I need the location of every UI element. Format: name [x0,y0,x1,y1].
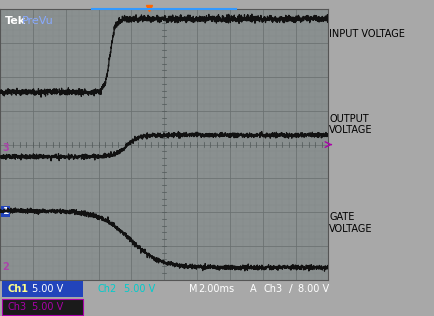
Text: Ch2: Ch2 [98,284,117,295]
Text: Tek: Tek [5,16,26,26]
Text: 5.00 V: 5.00 V [32,284,63,295]
Text: 2: 2 [2,262,9,272]
Text: Ch1: Ch1 [8,284,29,295]
Text: 8.00 V: 8.00 V [297,284,329,295]
FancyBboxPatch shape [2,299,82,314]
Text: 5.00 V: 5.00 V [32,302,63,312]
Text: INPUT VOLTAGE: INPUT VOLTAGE [329,29,404,39]
Text: Ch3: Ch3 [8,302,27,312]
Text: A: A [250,284,256,295]
FancyBboxPatch shape [2,282,82,297]
Text: 1: 1 [2,207,9,216]
Text: 5.00 V: 5.00 V [124,284,155,295]
Text: M: M [189,284,197,295]
Text: 3: 3 [2,143,9,153]
Text: Ch3: Ch3 [263,284,282,295]
Text: ∕: ∕ [289,284,293,295]
Text: 2.00ms: 2.00ms [197,284,233,295]
Text: OUTPUT
VOLTAGE: OUTPUT VOLTAGE [329,113,372,135]
Text: GATE
VOLTAGE: GATE VOLTAGE [329,212,372,234]
Text: PreVu: PreVu [22,16,54,26]
